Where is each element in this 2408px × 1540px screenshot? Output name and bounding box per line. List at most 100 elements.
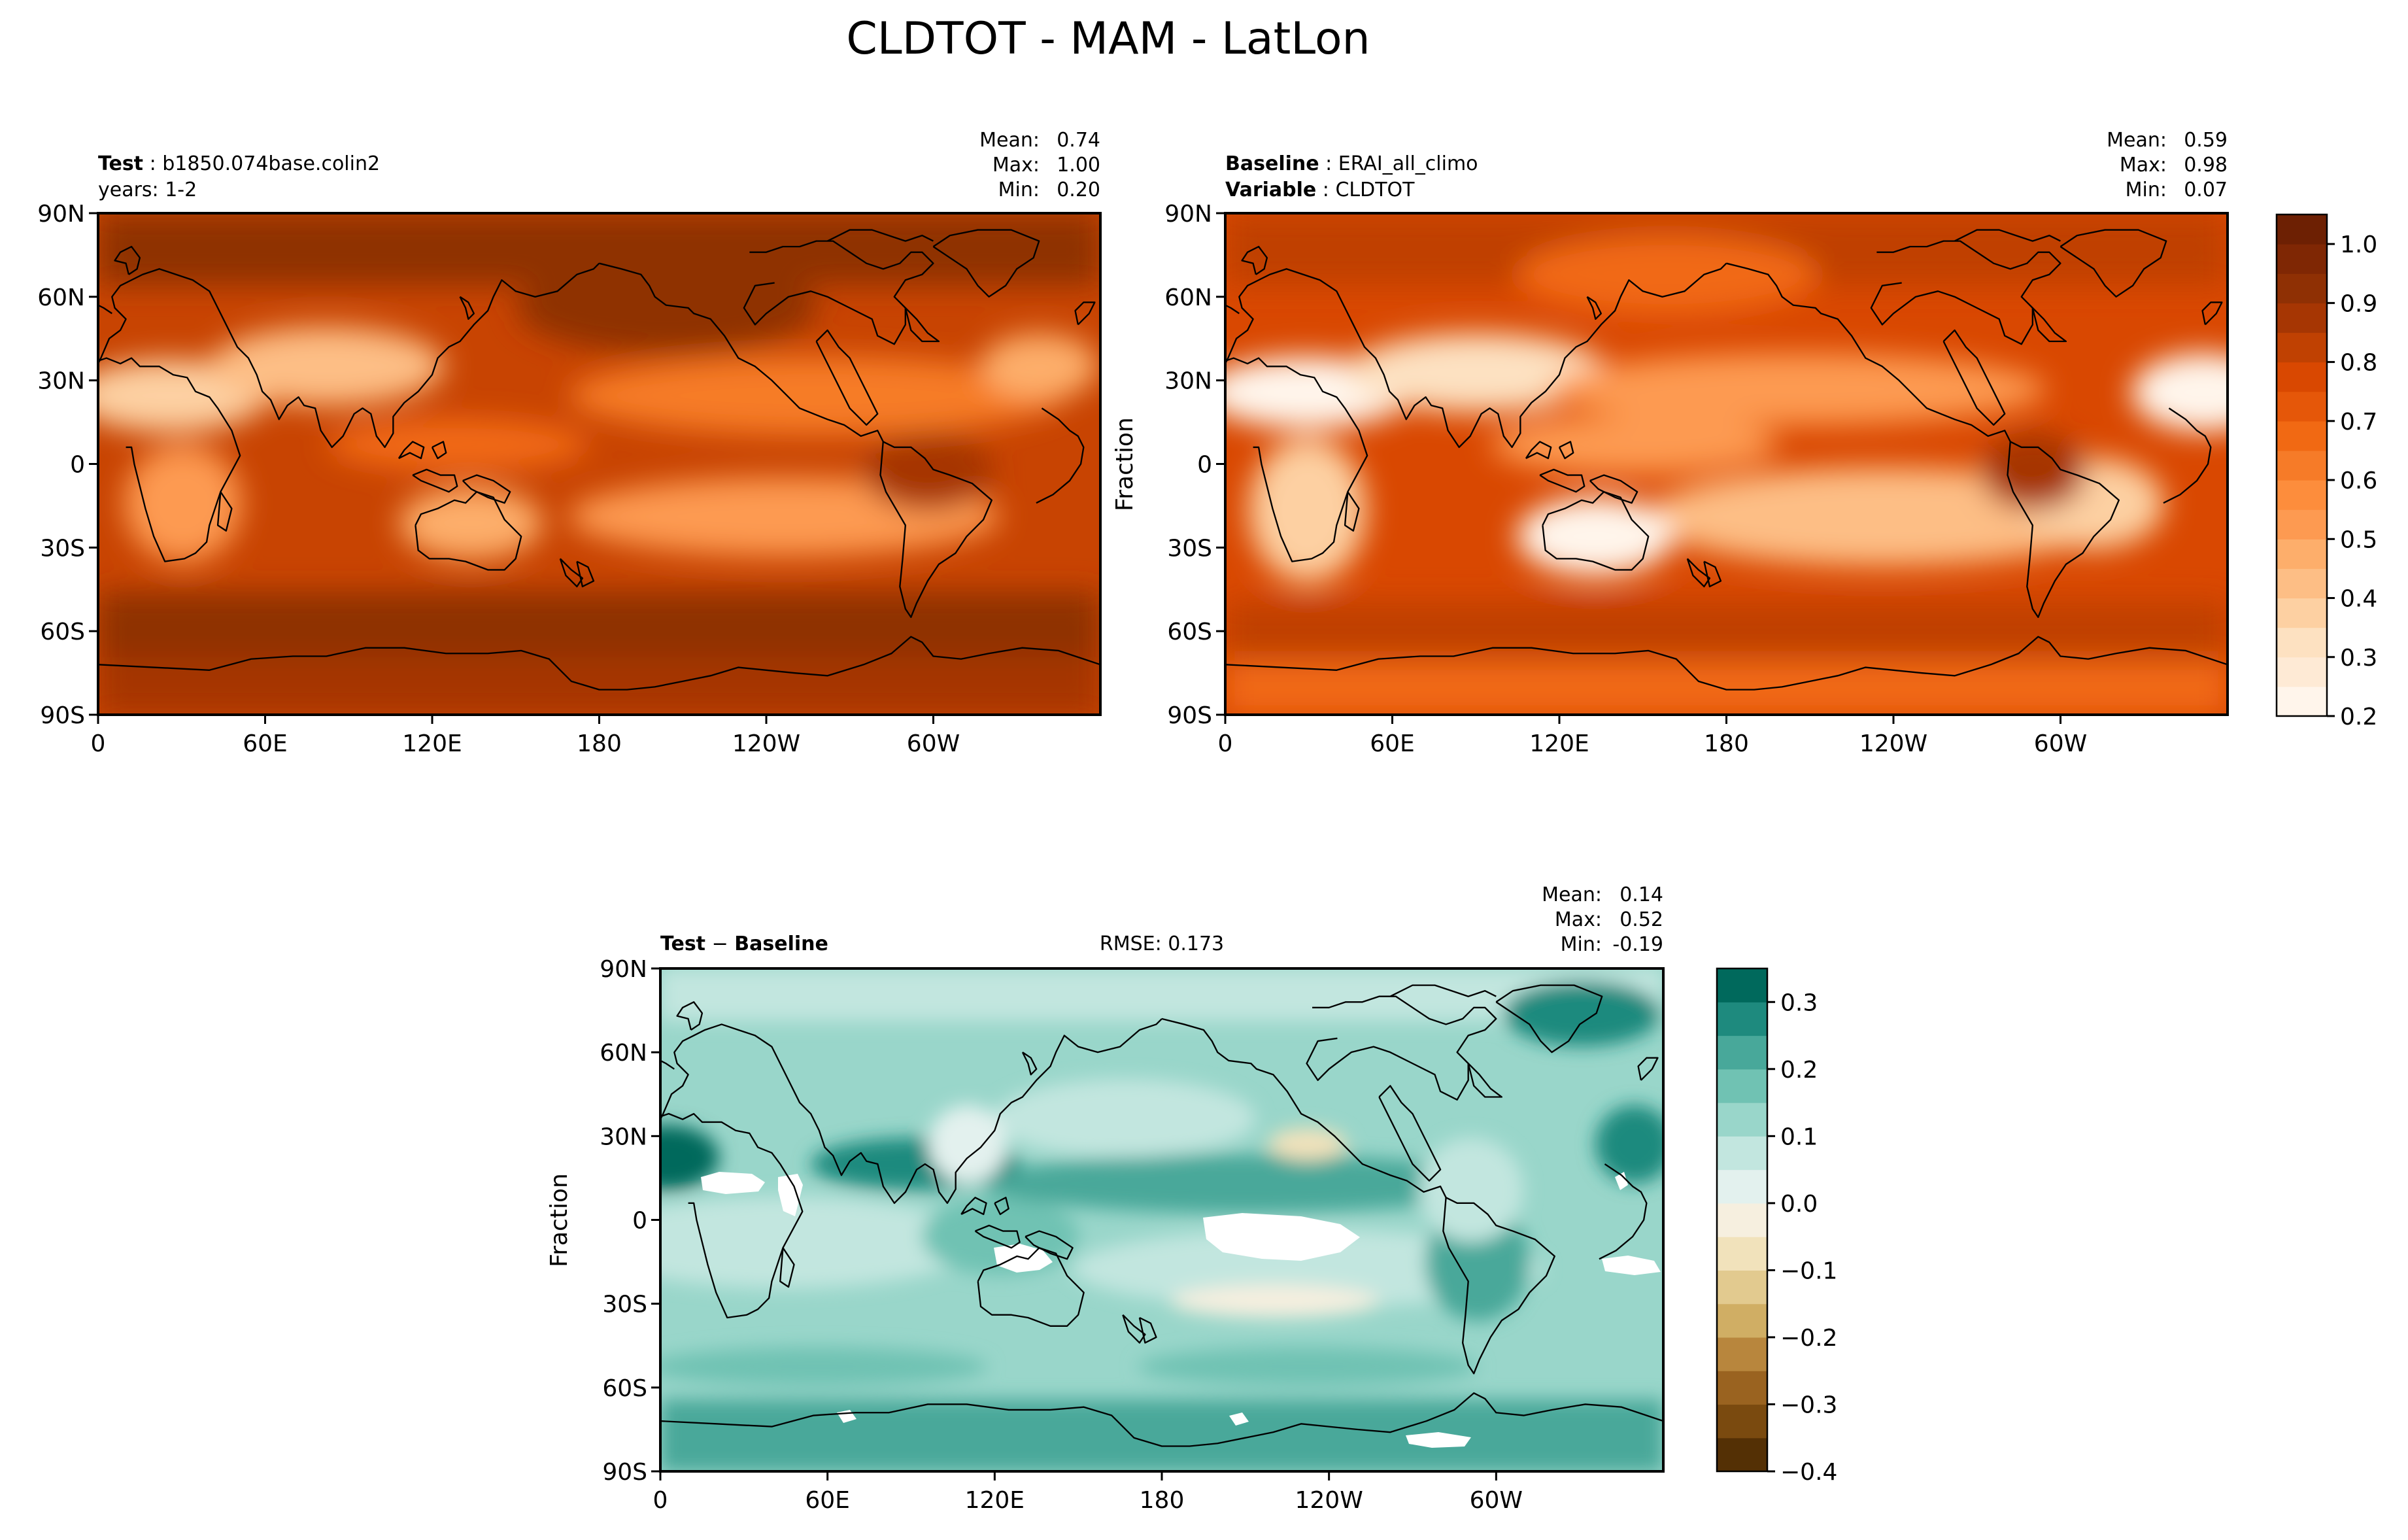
test-x-tick-label: 60E <box>243 730 288 757</box>
cbar1-color-level <box>2277 657 2327 687</box>
test-y-tick-label: 60S <box>40 619 85 645</box>
test-title: Test : b1850.074base.colin2 <box>98 152 380 175</box>
test-x-tick-label: 180 <box>577 730 622 757</box>
cbar2-color-level <box>1717 968 1767 1002</box>
cbar2-tick-label: 0.3 <box>1780 989 1818 1016</box>
cbar2-color-level <box>1717 1371 1767 1405</box>
difference-title: Test − Baseline <box>660 933 828 955</box>
difference-x-ticks: 0 60E 120E 180 120W 60W <box>653 1471 1523 1514</box>
cbar1-color-level <box>2277 450 2327 481</box>
base-x-tick-label: 120E <box>1529 730 1589 757</box>
cbar1-color-level <box>2277 420 2327 451</box>
cbar1-tick-label: 0.4 <box>2340 586 2377 613</box>
cbar2-color-level <box>1717 1136 1767 1171</box>
base-y-tick-label: 30S <box>1167 535 1212 562</box>
base-y-tick-label: 60S <box>1167 619 1212 645</box>
difference-rmse: RMSE: 0.173 <box>1100 933 1224 955</box>
cbar1-color-level <box>2277 214 2327 245</box>
test-x-tick-label: 60W <box>907 730 960 757</box>
cbar1-color-level <box>2277 480 2327 510</box>
baseline-title: Baseline : ERAI_all_climo <box>1225 152 1478 175</box>
test-max-label: Max: <box>992 154 1040 177</box>
diff-y-tick-label: 30N <box>600 1123 647 1150</box>
cbar2-color-level <box>1717 1035 1767 1070</box>
test-y-tick-label: 90N <box>37 201 85 228</box>
cbar1-color-level <box>2277 509 2327 539</box>
cbar2-tick-label: 0.1 <box>1780 1123 1818 1150</box>
cbar1-color-level <box>2277 332 2327 363</box>
cbar2-color-level <box>1717 1069 1767 1103</box>
test-x-ticks: 0 60E 120E 180 120W 60W <box>91 715 960 757</box>
base-y-tick-label: 90S <box>1167 702 1212 729</box>
baseline-max-value: 0.98 <box>2184 154 2228 177</box>
cbar2-color-level <box>1717 1303 1767 1338</box>
test-x-tick-label: 0 <box>91 730 106 757</box>
diff-y-tick-label: 90S <box>602 1459 647 1486</box>
difference-ylabel: Fraction <box>546 1173 573 1267</box>
cbar2-tick-label: 0.2 <box>1780 1057 1818 1084</box>
difference-min-label: Min: <box>1561 933 1602 956</box>
base-x-tick-label: 60E <box>1370 730 1415 757</box>
cbar1-color-level <box>2277 568 2327 599</box>
diff-y-tick-label: 0 <box>632 1208 647 1235</box>
difference-y-ticks: 90N 60N 30N 0 30S 60S 90S <box>600 956 660 1486</box>
test-x-tick-label: 120W <box>732 730 800 757</box>
cbar1-color-level <box>2277 244 2327 274</box>
cbar1-tick-label: 0.5 <box>2340 526 2377 553</box>
baseline-max-label: Max: <box>2120 154 2167 177</box>
figure-title: CLDTOT - MAM - LatLon <box>846 13 1370 65</box>
cbar1-color-level <box>2277 598 2327 628</box>
test-max-value: 1.00 <box>1057 154 1100 177</box>
test-mean-label: Mean: <box>979 129 1040 152</box>
cbar1-tick-label: 0.6 <box>2340 468 2377 494</box>
test-y-tick-label: 90S <box>40 702 85 729</box>
cbar2-color-level <box>1717 1337 1767 1371</box>
baseline-min-value: 0.07 <box>2184 179 2228 201</box>
base-y-tick-label: 90N <box>1164 201 1212 228</box>
cbar2-color-level <box>1717 1169 1767 1204</box>
diff-x-tick-label: 120W <box>1295 1487 1363 1514</box>
baseline-mean-label: Mean: <box>2107 129 2167 152</box>
cbar1-tick-label: 1.0 <box>2340 231 2377 258</box>
cbar2-tick-label: −0.2 <box>1780 1325 1837 1352</box>
cbar2-color-level <box>1717 1237 1767 1271</box>
cbar1-tick-label: 0.9 <box>2340 290 2377 317</box>
base-x-tick-label: 180 <box>1704 730 1749 757</box>
diff-x-tick-label: 60E <box>805 1487 850 1514</box>
difference-min-value: -0.19 <box>1612 933 1663 956</box>
cbar1-color-level <box>2277 539 2327 570</box>
baseline-variable: Variable : CLDTOT <box>1225 179 1415 201</box>
diff-y-tick-label: 30S <box>602 1292 647 1318</box>
difference-mean-value: 0.14 <box>1619 883 1663 906</box>
cbar1-color-level <box>2277 686 2327 717</box>
diff-x-tick-label: 60W <box>1470 1487 1523 1514</box>
cbar2-tick-label: −0.3 <box>1780 1392 1837 1418</box>
cbar2-color-level <box>1717 1404 1767 1439</box>
cbar2-color-level <box>1717 1002 1767 1036</box>
diff-x-tick-label: 180 <box>1140 1487 1185 1514</box>
cbar2-tick-label: −0.4 <box>1780 1459 1837 1486</box>
test-y-tick-label: 60N <box>37 284 85 311</box>
test-y-tick-label: 0 <box>70 452 85 479</box>
baseline-min-label: Min: <box>2126 179 2167 201</box>
cbar2-color-level <box>1717 1203 1767 1237</box>
baseline-map-field <box>1225 213 2228 715</box>
diff-x-tick-label: 0 <box>653 1487 668 1514</box>
base-y-tick-label: 0 <box>1197 452 1212 479</box>
test-y-tick-label: 30N <box>37 368 85 395</box>
cbar1-tick-label: 0.8 <box>2340 350 2377 377</box>
baseline-x-ticks: 0 60E 120E 180 120W 60W <box>1218 715 2087 757</box>
baseline-panel: Baseline : ERAI_all_climo Variable : CLD… <box>1111 129 2229 757</box>
test-min-label: Min: <box>998 179 1040 201</box>
baseline-y-ticks: 90N 60N 30N 0 30S 60S 90S <box>1164 201 1225 729</box>
difference-colorbar: 0.3 0.2 0.1 0.0 −0.1 −0.2 −0.3 −0.4 <box>1716 967 1837 1486</box>
test-panel: Test : b1850.074base.colin2 years: 1-2 M… <box>37 129 1102 757</box>
cbar1-tick-label: 0.7 <box>2340 409 2377 436</box>
cbar1-color-level <box>2277 391 2327 422</box>
cbar2-color-level <box>1717 1103 1767 1137</box>
cbar1-color-level <box>2277 627 2327 658</box>
base-x-tick-label: 60W <box>2034 730 2087 757</box>
diff-x-tick-label: 120E <box>965 1487 1025 1514</box>
test-y-tick-label: 30S <box>40 535 85 562</box>
